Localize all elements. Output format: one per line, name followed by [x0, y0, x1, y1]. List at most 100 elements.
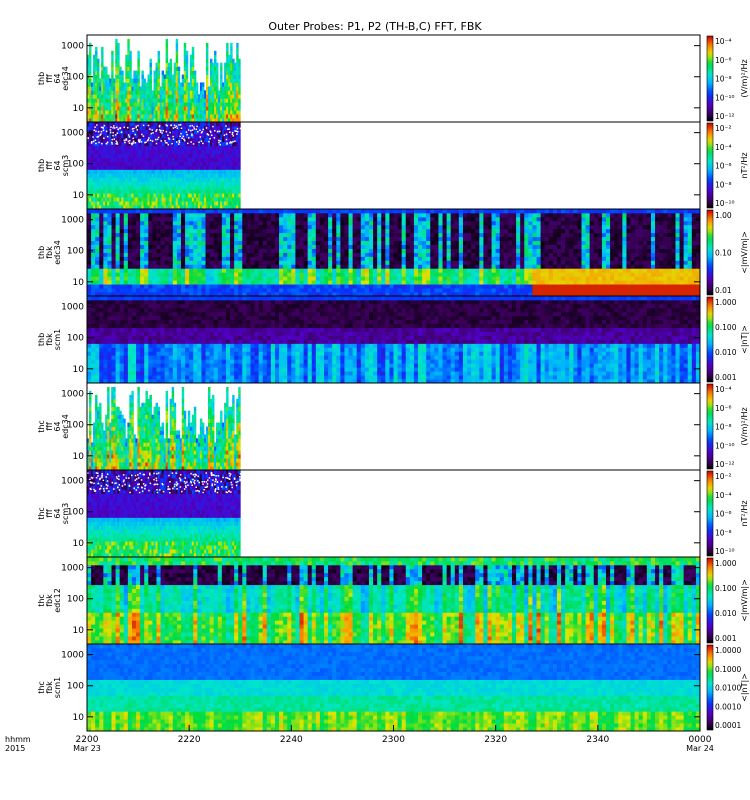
spectrogram-cell — [266, 212, 272, 218]
spectrogram-cell — [221, 268, 227, 273]
spectrogram-cell — [141, 74, 144, 79]
spectrogram-cell — [151, 118, 154, 123]
spectrogram-cell — [442, 280, 448, 285]
spectrogram-cell — [210, 90, 213, 95]
spectrogram-cell — [145, 90, 148, 95]
spectrogram-cell — [344, 209, 349, 214]
spectrogram-cell — [175, 62, 179, 68]
spectrogram-cell — [129, 114, 132, 119]
spectrogram-cell — [238, 122, 241, 127]
spectrogram-cell — [87, 189, 90, 194]
spectrogram-cell — [291, 280, 296, 285]
spectrogram-cell — [189, 58, 193, 64]
spectrogram-cell — [430, 276, 435, 281]
spectrogram-cell — [189, 209, 194, 214]
spectrogram-cell — [236, 94, 239, 99]
spectrogram-cell — [418, 288, 423, 293]
spectrogram-cell — [181, 102, 185, 107]
spectrogram-cell — [218, 90, 221, 95]
noise-speck — [120, 131, 123, 133]
spectrogram-cell — [262, 224, 268, 230]
spectrogram-cell — [311, 224, 317, 230]
spectrogram-cell — [218, 106, 221, 111]
spectrogram-cell — [238, 276, 243, 281]
spectrogram-cell — [103, 90, 106, 95]
spectrogram-cell — [295, 268, 300, 273]
spectrogram-cell — [129, 102, 132, 107]
spectrogram-cell — [111, 276, 117, 281]
spectrogram-cell — [266, 236, 272, 242]
spectrogram-cell — [207, 106, 211, 111]
spectrogram-cell — [115, 276, 121, 281]
spectrogram-cell — [368, 228, 374, 234]
noise-speck — [219, 140, 222, 142]
spectrogram-cell — [127, 232, 133, 238]
spectrogram-cell — [393, 240, 398, 245]
spectrogram-cell — [156, 224, 161, 230]
spectrogram-cell — [250, 232, 255, 238]
spectrogram-cell — [205, 118, 209, 123]
spectrogram-cell — [199, 82, 203, 87]
spectrogram-cell — [164, 256, 170, 261]
noise-speck — [109, 129, 112, 131]
noise-speck — [136, 129, 139, 131]
spectrogram-cell — [234, 236, 239, 242]
spectrogram-cell — [131, 118, 134, 123]
spectrogram-cell — [381, 244, 386, 249]
spectrogram-cell — [87, 110, 90, 115]
spectrogram-cell — [189, 244, 194, 249]
spectrogram-cell — [352, 264, 358, 269]
spectrogram-cell — [207, 98, 211, 103]
spectrogram-cell — [131, 236, 137, 242]
spectrogram-cell — [352, 228, 358, 234]
spectrogram-cell — [397, 236, 403, 242]
spectrogram-cell — [153, 114, 156, 119]
spectrogram-cell — [180, 244, 186, 249]
spectrogram-cell — [95, 264, 100, 269]
spectrogram-cell — [185, 264, 190, 269]
spectrogram-cell — [101, 106, 104, 111]
spectrogram-cell — [324, 224, 329, 230]
spectrogram-cell — [136, 248, 141, 253]
spectrogram-cell — [418, 240, 423, 245]
noise-speck — [212, 125, 214, 128]
spectrogram-cell — [409, 272, 415, 277]
noise-speck — [165, 141, 167, 144]
spectrogram-cell — [221, 209, 227, 214]
spectrogram-cell — [434, 272, 439, 277]
spectrogram-cell — [119, 260, 125, 265]
spectrogram-cell — [234, 260, 239, 265]
spectrogram-cell — [185, 82, 189, 87]
spectrogram-cell — [164, 264, 170, 269]
spectrogram-cell — [393, 224, 398, 230]
spectrogram-cell — [328, 244, 333, 249]
spectrogram-cell — [364, 224, 370, 230]
spectrogram-cell — [426, 224, 431, 230]
spectrogram-cell — [389, 284, 394, 289]
spectrogram-cell — [137, 106, 140, 111]
spectrogram-cell — [228, 66, 231, 71]
spectrogram-cell — [127, 90, 130, 95]
spectrogram-cell — [348, 212, 354, 218]
spectrogram-cell — [141, 114, 144, 119]
spectrogram-cell — [254, 268, 260, 273]
noise-speck — [190, 141, 192, 143]
noise-speck — [167, 143, 169, 146]
spectrogram-cell — [336, 248, 341, 253]
spectrogram-cell — [171, 98, 175, 103]
spectrogram-cell — [356, 288, 362, 293]
spectrogram-cell — [319, 260, 325, 265]
spectrogram-cell — [176, 244, 182, 249]
spectrogram-cell — [352, 276, 358, 281]
spectrogram-cell — [169, 74, 173, 79]
spectrogram-cell — [175, 98, 179, 103]
spectrogram-cell — [181, 118, 185, 123]
spectrogram-cell — [230, 288, 235, 293]
spectrogram-cell — [210, 70, 213, 75]
spectrogram-cell — [129, 62, 132, 68]
spectrogram-cell — [197, 288, 202, 293]
spectrogram-cell — [238, 240, 243, 245]
spectrogram-cell — [430, 248, 435, 253]
noise-speck — [95, 130, 97, 133]
noise-speck — [138, 141, 141, 143]
